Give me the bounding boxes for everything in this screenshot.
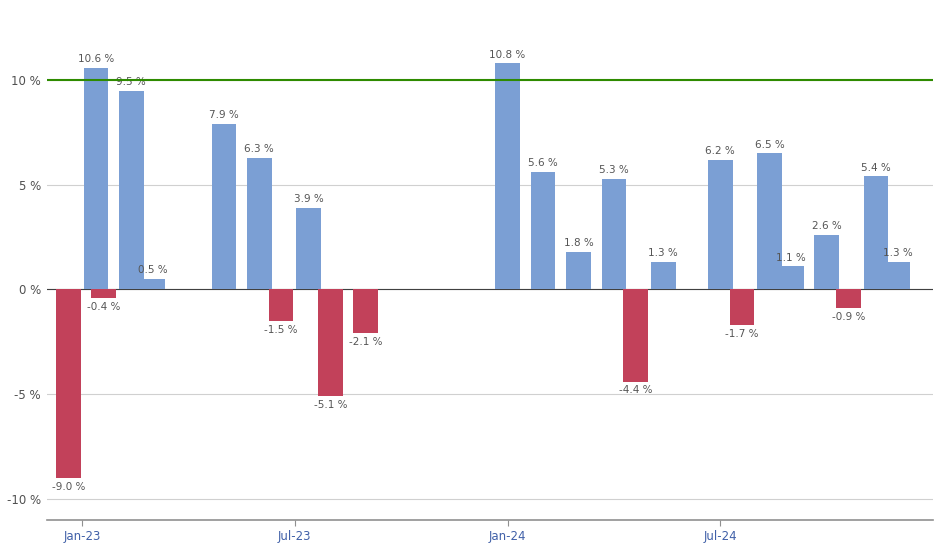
Text: -1.5 %: -1.5 % (264, 324, 298, 334)
Bar (269, 289, 293, 321)
Bar (119, 91, 144, 289)
Text: 6.5 %: 6.5 % (755, 140, 785, 150)
Bar (623, 289, 648, 382)
Bar (318, 289, 343, 396)
Bar (864, 177, 888, 289)
Bar (55, 289, 81, 478)
Bar (836, 289, 861, 309)
Text: -2.1 %: -2.1 % (349, 337, 383, 347)
Bar (212, 124, 236, 289)
Text: -0.4 %: -0.4 % (87, 301, 120, 312)
Bar (247, 158, 272, 289)
Bar (84, 68, 108, 289)
Text: 2.6 %: 2.6 % (812, 221, 841, 231)
Bar (495, 63, 520, 289)
Text: -4.4 %: -4.4 % (619, 386, 652, 395)
Text: 6.3 %: 6.3 % (244, 144, 274, 154)
Text: 1.3 %: 1.3 % (883, 249, 913, 258)
Text: -1.7 %: -1.7 % (725, 329, 759, 339)
Text: -0.9 %: -0.9 % (832, 312, 865, 322)
Text: 10.8 %: 10.8 % (490, 50, 525, 60)
Text: -9.0 %: -9.0 % (52, 482, 85, 492)
Text: 1.3 %: 1.3 % (649, 249, 678, 258)
Bar (650, 262, 676, 289)
Bar (758, 153, 782, 289)
Bar (779, 266, 804, 289)
Bar (141, 279, 165, 289)
Text: 5.6 %: 5.6 % (528, 158, 558, 168)
Text: 10.6 %: 10.6 % (78, 54, 114, 64)
Bar (814, 235, 839, 289)
Text: -5.1 %: -5.1 % (314, 400, 347, 410)
Text: 7.9 %: 7.9 % (209, 111, 239, 120)
Bar (566, 252, 591, 289)
Text: 5.3 %: 5.3 % (599, 165, 629, 175)
Bar (530, 172, 556, 289)
Bar (353, 289, 378, 333)
Bar (885, 262, 910, 289)
Bar (296, 208, 321, 289)
Text: 1.8 %: 1.8 % (564, 238, 593, 248)
Bar (91, 289, 117, 298)
Bar (708, 160, 732, 289)
Bar (729, 289, 755, 325)
Bar (602, 179, 626, 289)
Text: 3.9 %: 3.9 % (294, 194, 323, 204)
Text: 1.1 %: 1.1 % (776, 252, 807, 263)
Text: 5.4 %: 5.4 % (861, 163, 891, 173)
Text: 6.2 %: 6.2 % (705, 146, 735, 156)
Text: 9.5 %: 9.5 % (117, 77, 147, 87)
Text: 0.5 %: 0.5 % (138, 265, 168, 275)
